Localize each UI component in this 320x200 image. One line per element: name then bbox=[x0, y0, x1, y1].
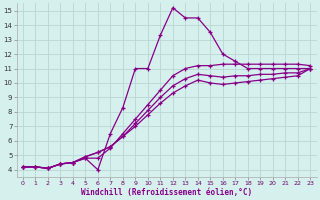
X-axis label: Windchill (Refroidissement éolien,°C): Windchill (Refroidissement éolien,°C) bbox=[81, 188, 252, 197]
